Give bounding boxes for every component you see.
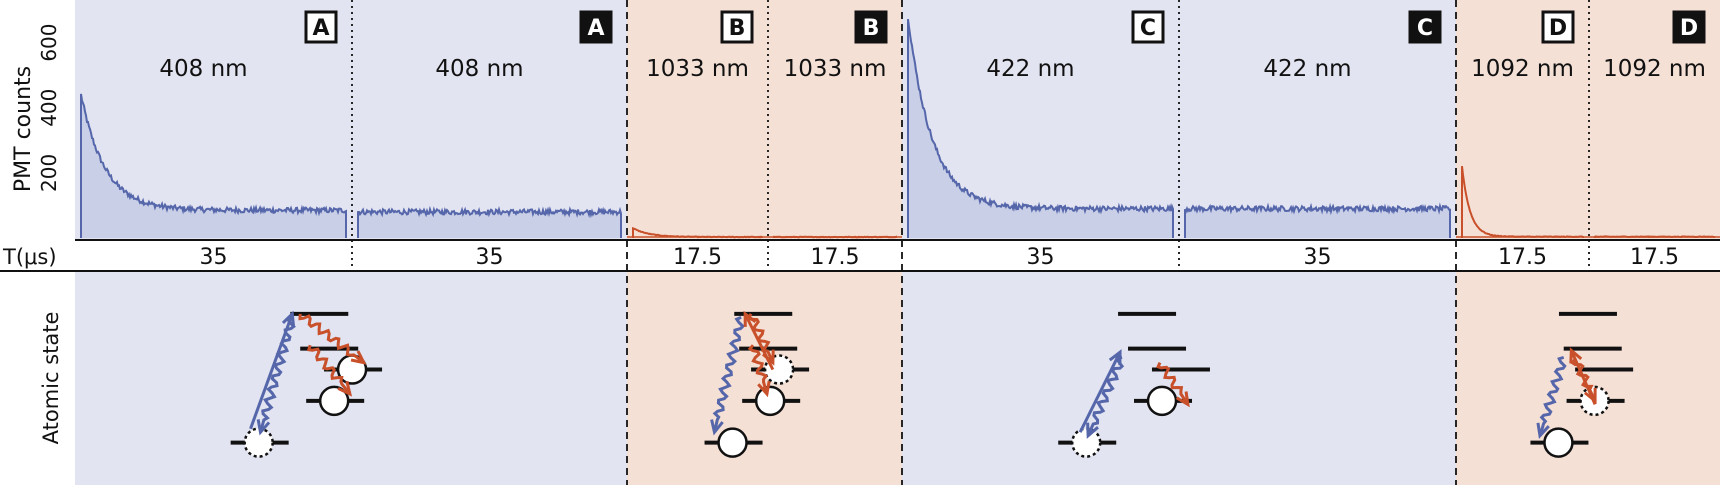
panel-duration: 35 <box>1304 245 1332 270</box>
arrow-head <box>1175 391 1190 408</box>
arrow-head <box>710 419 724 436</box>
y-axis-label: PMT counts <box>11 66 36 192</box>
atomic-diagram-2 <box>704 310 810 458</box>
arrow-head <box>743 310 757 327</box>
y-tick-label: 400 <box>37 89 61 127</box>
arrow-head <box>757 380 771 398</box>
panel-badge-letter: C <box>1417 16 1433 41</box>
trace-fill <box>81 93 346 239</box>
arrow-head <box>256 419 271 436</box>
pmt-traces <box>80 18 1720 239</box>
laser-arrow <box>743 313 775 371</box>
empty-population-circle <box>1070 427 1102 458</box>
panel-wavelength: 422 nm <box>986 56 1074 82</box>
panel-badge <box>1408 10 1442 44</box>
panel-badge <box>304 10 338 44</box>
population-circle <box>1543 427 1574 458</box>
time-row-background <box>1589 241 1720 271</box>
panel-duration: 35 <box>200 245 228 270</box>
pmt-trace-1 <box>80 93 347 238</box>
panel-duration: 17.5 <box>673 245 722 270</box>
pmt-trace-6 <box>1184 202 1451 238</box>
panel-badge-letter: B <box>863 16 880 41</box>
arrow-head <box>1569 347 1583 364</box>
axes: PMT counts T(μs) Atomic state 200 400 600 <box>2 23 63 444</box>
pmt-trace-5 <box>907 18 1174 238</box>
panel-badge-letter: A <box>587 16 604 41</box>
panel-duration: 17.5 <box>1630 245 1679 270</box>
panel-badge-letter: B <box>729 16 746 41</box>
atomic-diagram-3 <box>1058 311 1210 458</box>
laser-arrow <box>1569 349 1597 405</box>
panel-labels: A 408 nm 35 A 408 nm 35 B 1033 nm 17.5 B 1033 nm 17… <box>159 10 1706 270</box>
atomic-diagram-1 <box>230 310 383 458</box>
panel-duration: 17.5 <box>1498 245 1547 270</box>
arrow-head <box>281 310 296 327</box>
panel-backgrounds <box>75 0 1720 485</box>
trace-fill <box>358 209 621 238</box>
panel-badge <box>854 10 888 44</box>
panel-badge-letter: C <box>1140 16 1156 41</box>
arrow-head <box>1536 422 1550 439</box>
y-tick-label: 200 <box>37 154 61 192</box>
panel-badge-letter: D <box>1680 16 1698 41</box>
population-circle <box>318 385 350 417</box>
panel-badge-letter: D <box>1549 16 1567 41</box>
laser-arrow <box>1078 351 1122 433</box>
population-circle <box>754 385 786 417</box>
population-circle <box>1146 385 1178 417</box>
panel-wavelength: 1033 nm <box>646 56 749 82</box>
panel-badge <box>1541 10 1575 44</box>
arrow-head <box>1108 349 1122 366</box>
panel-wavelength: 408 nm <box>435 56 523 82</box>
panel-wavelength: 1033 nm <box>784 56 887 82</box>
panel-duration: 17.5 <box>811 245 860 270</box>
panel-wavelength: 422 nm <box>1263 56 1351 82</box>
panel-badge <box>1672 10 1706 44</box>
atomic-state-diagrams <box>230 310 1634 458</box>
time-row-background <box>352 241 627 271</box>
panel-badge-letter: A <box>312 16 329 41</box>
panel-duration: 35 <box>1027 245 1055 270</box>
trace-fill <box>1185 206 1450 238</box>
time-row-background <box>627 241 768 271</box>
atomic-state-axis-label: Atomic state <box>39 312 63 445</box>
time-row-background <box>1456 241 1589 271</box>
decay-arrow <box>747 344 769 395</box>
arrow-head <box>337 380 353 397</box>
time-row-background <box>768 241 902 271</box>
time-row-background <box>1179 241 1456 271</box>
y-tick-label: 600 <box>37 23 61 61</box>
pmt-trace-2 <box>357 205 622 238</box>
decay-arrow <box>306 344 352 395</box>
panel-badge <box>1131 10 1165 44</box>
panel-badge <box>579 10 613 44</box>
panel-wavelength: 1092 nm <box>1603 56 1706 82</box>
time-row-background <box>902 241 1179 271</box>
trace-fill <box>908 19 1173 238</box>
decay-arrow <box>298 313 365 364</box>
arrow-head <box>1086 422 1099 439</box>
arrow-head <box>350 350 367 365</box>
decay-arrow <box>1538 355 1567 437</box>
panel-badge <box>720 10 754 44</box>
panel-duration: 35 <box>476 245 504 270</box>
time-axis-label: T(μs) <box>2 245 57 269</box>
decay-arrow <box>712 315 746 433</box>
atomic-diagram-4 <box>1530 311 1634 458</box>
time-row-background <box>75 241 352 271</box>
decay-arrow <box>1086 355 1125 437</box>
panel-wavelength: 408 nm <box>159 56 247 82</box>
panel-wavelength: 1092 nm <box>1471 56 1574 82</box>
empty-population-circle <box>243 427 274 458</box>
decay-arrow <box>259 315 296 433</box>
decay-arrow <box>1156 361 1190 406</box>
population-circle <box>717 427 748 458</box>
